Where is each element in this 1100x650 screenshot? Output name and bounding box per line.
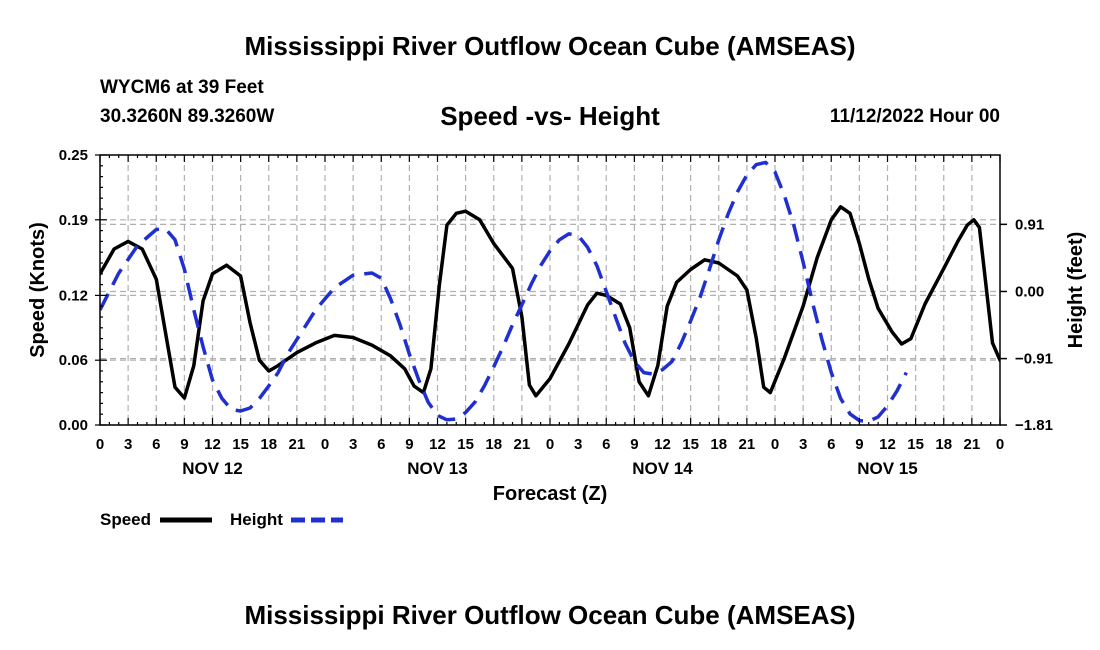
station-label: WYCM6 at 39 Feet bbox=[100, 77, 264, 98]
series-line-speed bbox=[100, 205, 1000, 400]
x-tick-label: 0 bbox=[996, 436, 1004, 453]
forecast-datetime: 11/12/2022 Hour 00 bbox=[829, 106, 1000, 127]
y2-tick-label: 0.00 bbox=[1015, 283, 1044, 300]
x-tick-label: 3 bbox=[124, 436, 132, 453]
x-tick-label: 18 bbox=[935, 436, 952, 453]
y-tick-label: 0.25 bbox=[59, 147, 88, 164]
x-tick-label: 9 bbox=[180, 436, 188, 453]
x-tick-label: 12 bbox=[204, 436, 221, 453]
x-tick-label: 18 bbox=[485, 436, 502, 453]
y-tick-label: 0.06 bbox=[59, 352, 88, 369]
y-tick-label: 0.19 bbox=[59, 212, 88, 229]
x-tick-label: 0 bbox=[96, 436, 104, 453]
x-tick-label: 18 bbox=[710, 436, 727, 453]
y2-tick-label: −1.81 bbox=[1015, 417, 1053, 434]
footer-title: Mississippi River Outflow Ocean Cube (AM… bbox=[244, 600, 856, 630]
x-tick-label: 15 bbox=[907, 436, 924, 453]
label-layer: 0 3 6 9 12 15 18 21 0 3 6 9 12 15 18 21 0 3 6 9 12 15 18 21 0 3 6 9… bbox=[27, 147, 1087, 505]
x-tick-label: 0 bbox=[546, 436, 554, 453]
x-tick-label: 12 bbox=[654, 436, 671, 453]
x-tick-label: 3 bbox=[574, 436, 582, 453]
coordinates-label: 30.3260N 89.3260W bbox=[100, 106, 275, 127]
x-tick-label: 21 bbox=[739, 436, 756, 453]
legend-label-height: Height bbox=[230, 510, 283, 529]
x-tick-label: 15 bbox=[232, 436, 249, 453]
axis-layer bbox=[95, 154, 1007, 426]
x-tick-label: 15 bbox=[682, 436, 699, 453]
series-layer bbox=[100, 160, 1000, 424]
x-tick-label: 15 bbox=[457, 436, 474, 453]
x-tick-label: 6 bbox=[377, 436, 385, 453]
x-tick-label: 9 bbox=[405, 436, 413, 453]
x-tick-label: 12 bbox=[879, 436, 896, 453]
x-tick-label: 21 bbox=[289, 436, 306, 453]
x-tick-label: 3 bbox=[349, 436, 357, 453]
date-label: NOV 14 bbox=[632, 459, 693, 478]
y-tick-label: 0.00 bbox=[59, 417, 88, 434]
x-tick-label: 21 bbox=[514, 436, 531, 453]
y2-tick-label: −0.91 bbox=[1015, 351, 1053, 368]
x-tick-label: 6 bbox=[602, 436, 610, 453]
date-label: NOV 12 bbox=[182, 459, 242, 478]
y-tick-label: 0.12 bbox=[59, 287, 88, 304]
x-axis-title: Forecast (Z) bbox=[493, 483, 607, 505]
chart-subtitle: Speed -vs- Height bbox=[440, 101, 660, 131]
x-tick-label: 21 bbox=[964, 436, 981, 453]
x-tick-label: 0 bbox=[771, 436, 779, 453]
grid-layer bbox=[100, 155, 1000, 426]
y2-axis-title: Height (feet) bbox=[1065, 232, 1087, 349]
legend-label-speed: Speed bbox=[100, 510, 151, 529]
x-tick-label: 12 bbox=[429, 436, 446, 453]
x-tick-label: 0 bbox=[321, 436, 329, 453]
x-tick-label: 3 bbox=[799, 436, 807, 453]
x-tick-label: 9 bbox=[855, 436, 863, 453]
series-line-height bbox=[100, 160, 908, 424]
date-label: NOV 13 bbox=[407, 459, 467, 478]
legend-layer: Speed Height bbox=[100, 510, 343, 529]
x-tick-label: 9 bbox=[630, 436, 638, 453]
date-label: NOV 15 bbox=[857, 459, 917, 478]
x-tick-label: 6 bbox=[827, 436, 835, 453]
x-tick-label: 6 bbox=[152, 436, 160, 453]
y2-tick-label: 0.91 bbox=[1015, 216, 1044, 233]
y-axis-title: Speed (Knots) bbox=[27, 222, 49, 358]
main-title: Mississippi River Outflow Ocean Cube (AM… bbox=[244, 31, 856, 61]
x-tick-label: 18 bbox=[260, 436, 277, 453]
